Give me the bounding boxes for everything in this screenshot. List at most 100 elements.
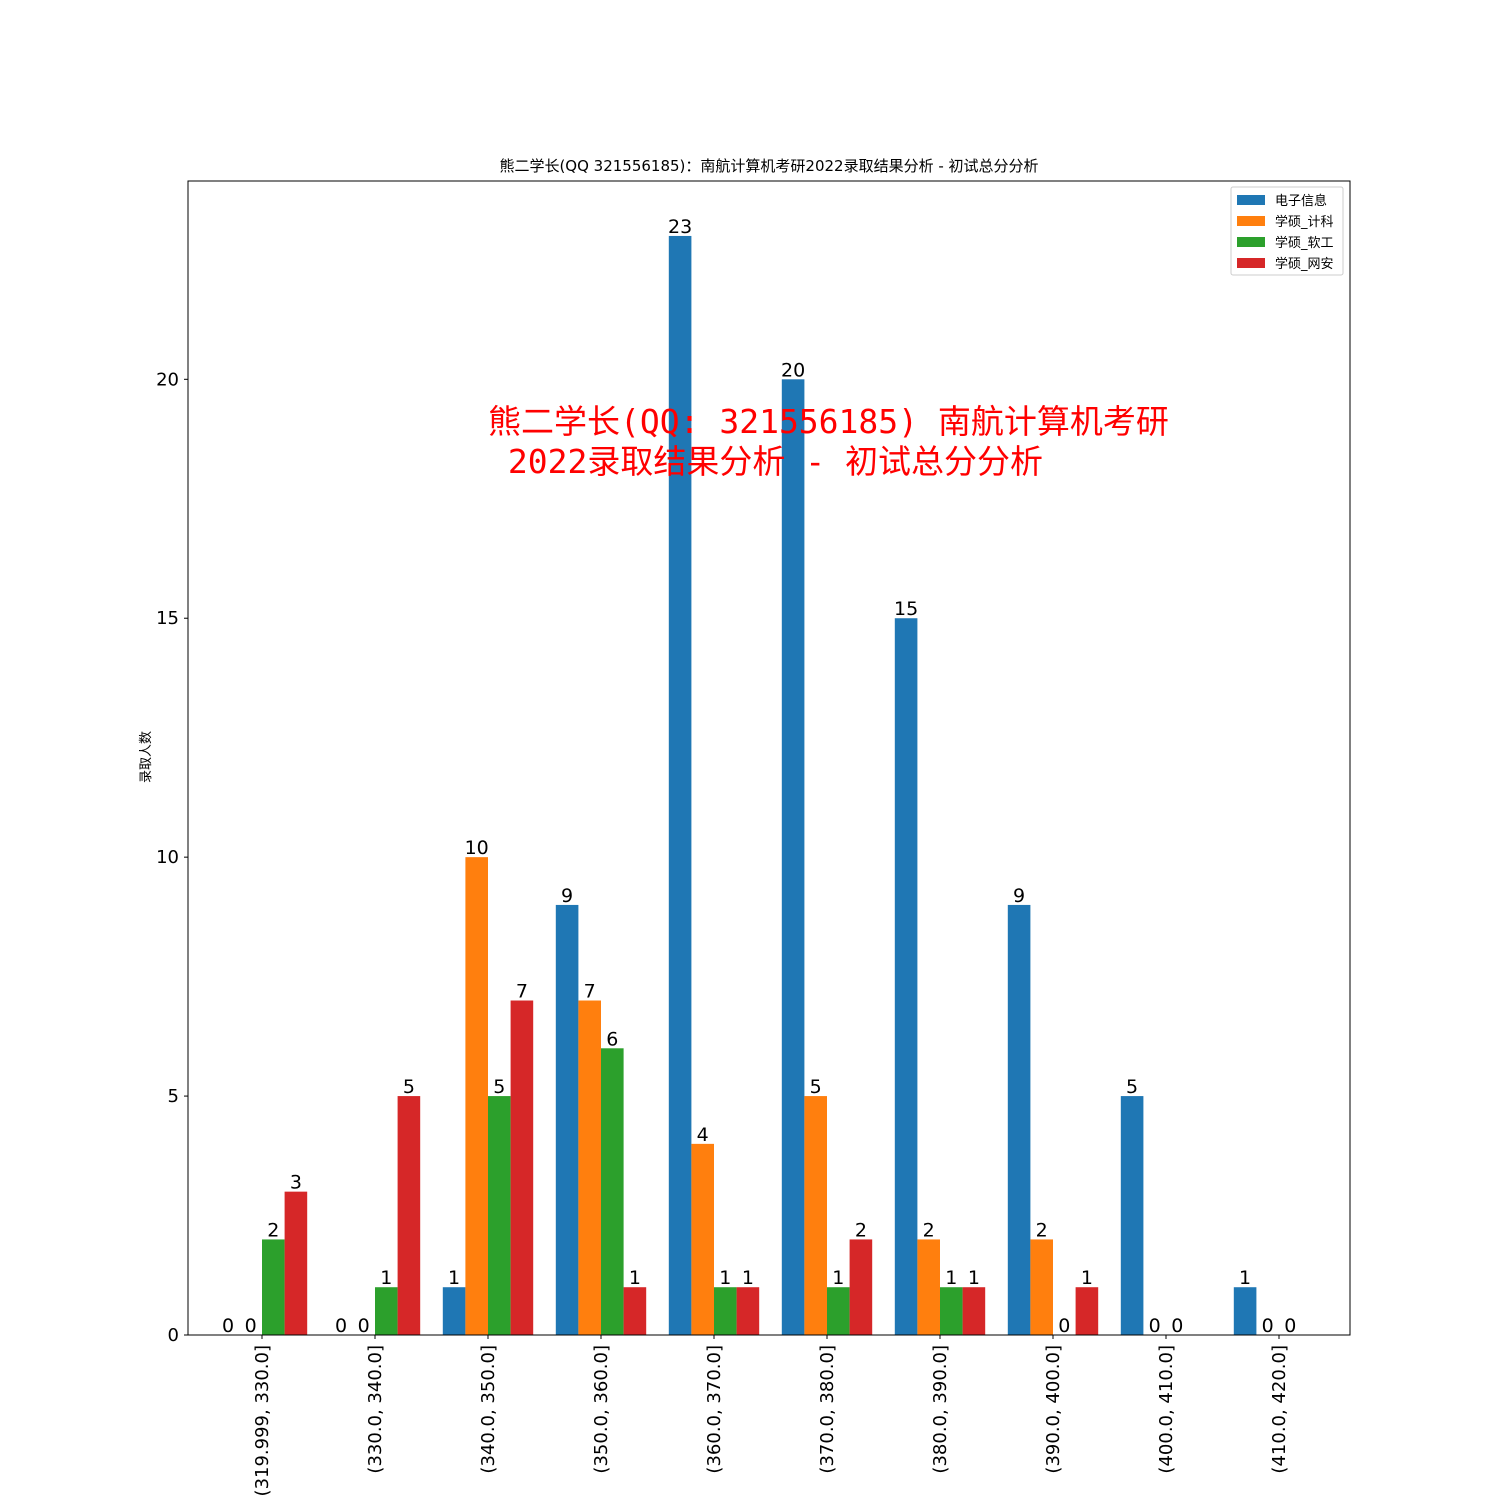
watermark-line-1: 熊二学长(QQ: 321556185) 南航计算机考研 [488,402,1169,441]
data-label: 5 [493,1076,505,1098]
x-tick-label: (410.0, 420.0] [1269,1345,1290,1474]
y-axis-label: 录取人数 [139,731,154,783]
chart-title: 熊二学长(QQ 321556185)：南航计算机考研2022录取结果分析 - 初… [499,157,1038,175]
data-label: 0 [222,1315,234,1337]
bar [262,1239,285,1335]
bar [1120,1096,1144,1335]
data-label: 1 [1239,1267,1251,1289]
data-label: 4 [697,1124,709,1146]
y-tick-label: 10 [156,847,179,868]
data-label: 10 [465,837,489,859]
watermark-line-2: 2022录取结果分析 - 初试总分分析 [488,442,1043,481]
data-label: 6 [606,1028,618,1050]
bar [1075,1287,1099,1335]
bar [488,1096,511,1335]
x-tick-label: (330.0, 340.0] [365,1345,386,1474]
data-label: 1 [1081,1267,1093,1289]
data-label: 1 [448,1267,460,1289]
bar [1030,1239,1053,1335]
x-tick-label: (390.0, 400.0] [1043,1345,1064,1474]
watermark: 熊二学长(QQ: 321556185) 南航计算机考研 2022录取结果分析 -… [488,402,1169,482]
bar [442,1287,466,1335]
data-label: 0 [335,1315,347,1337]
data-label: 7 [584,981,596,1003]
bar [691,1143,714,1335]
bar [668,235,692,1335]
bar [375,1287,398,1335]
data-label: 1 [719,1267,731,1289]
x-tick-label: (380.0, 390.0] [930,1345,951,1474]
bar [849,1239,873,1335]
bar [940,1287,963,1335]
data-label: 2 [923,1219,935,1241]
data-label: 5 [403,1076,415,1098]
y-tick-label: 5 [168,1086,179,1107]
data-label: 9 [1013,885,1025,907]
data-label: 1 [742,1267,754,1289]
bar [714,1287,737,1335]
bar [465,857,488,1335]
legend-swatch [1237,258,1265,268]
bar [623,1287,647,1335]
legend-entry: 电子信息 [1275,193,1327,209]
x-tick-label: (350.0, 360.0] [591,1345,612,1474]
axes-frame [187,180,1351,1336]
data-label: 9 [561,885,573,907]
data-label: 1 [629,1267,641,1289]
x-tick-label: (360.0, 370.0] [704,1345,725,1474]
legend-box [1230,186,1344,276]
data-label: 1 [832,1267,844,1289]
data-label: 20 [781,359,805,381]
legend-swatch [1237,195,1265,205]
data-label: 1 [968,1267,980,1289]
legend-entry: 学硕_计科 [1275,214,1334,230]
bar [804,1096,827,1335]
data-label: 0 [1284,1315,1296,1337]
data-label: 7 [516,981,528,1003]
bar [1233,1287,1257,1335]
y-tick-label: 20 [156,369,179,390]
bar [781,379,805,1336]
bar [284,1191,308,1335]
data-label: 5 [810,1076,822,1098]
y-tick-label: 15 [156,608,179,629]
y-tick-label: 0 [168,1325,179,1346]
bar [827,1287,850,1335]
data-label: 2 [855,1219,867,1241]
legend-swatch [1237,216,1265,226]
bar [397,1096,421,1335]
data-label: 5 [1126,1076,1138,1098]
x-tick-label: (319.999, 330.0] [252,1345,273,1496]
data-label: 1 [945,1267,957,1289]
bar [894,618,918,1335]
bar [601,1048,624,1335]
data-label: 0 [1149,1315,1161,1337]
data-label: 3 [290,1172,302,1194]
data-label: 0 [358,1315,370,1337]
data-label: 0 [245,1315,257,1337]
bar [510,1000,534,1335]
bar [962,1287,986,1335]
x-tick-label: (370.0, 380.0] [817,1345,838,1474]
bar [555,904,579,1335]
data-label: 2 [267,1219,279,1241]
data-label: 15 [894,598,918,620]
data-label: 1 [380,1267,392,1289]
x-tick-label: (400.0, 410.0] [1156,1345,1177,1474]
data-label: 0 [1262,1315,1274,1337]
data-label: 0 [1058,1315,1070,1337]
bar [917,1239,940,1335]
data-label: 2 [1036,1219,1048,1241]
legend-entry: 学硕_网安 [1275,256,1334,272]
legend-swatch [1237,237,1265,247]
bar [1007,904,1031,1335]
data-label: 0 [1171,1315,1183,1337]
data-label: 23 [668,216,692,238]
legend-entry: 学硕_软工 [1275,235,1334,251]
bar [578,1000,601,1335]
x-tick-label: (340.0, 350.0] [478,1345,499,1474]
bar [736,1287,760,1335]
